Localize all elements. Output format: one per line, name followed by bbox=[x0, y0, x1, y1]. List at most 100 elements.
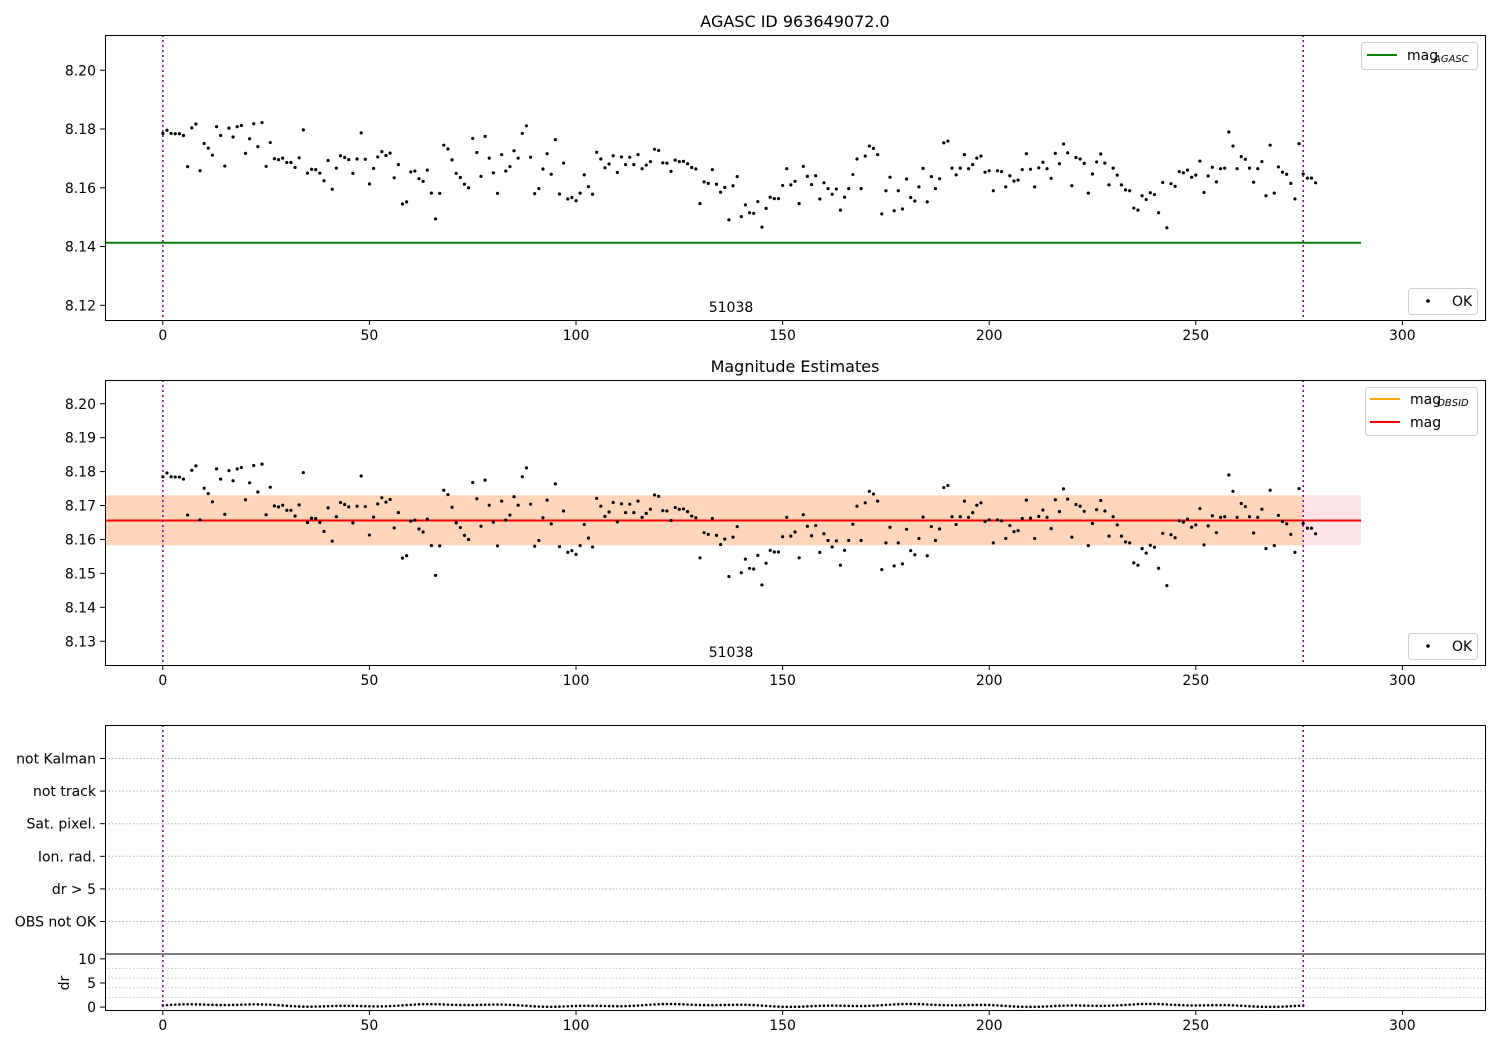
p3-dr-point-148 bbox=[773, 1005, 776, 1008]
p1-ok-point-200 bbox=[987, 169, 991, 173]
p1-ok-point-10 bbox=[202, 141, 206, 146]
p3-xtick-label-0: 0 bbox=[158, 1018, 167, 1034]
p3-dr-ytick-label-1: 5 bbox=[87, 976, 96, 992]
p2-ok-point-153 bbox=[793, 530, 797, 534]
p1-ok-point-135 bbox=[719, 190, 723, 194]
p3-dr-point-107 bbox=[603, 1004, 607, 1008]
p1-ok-point-272 bbox=[1285, 172, 1289, 176]
p1-ok-point-171 bbox=[867, 144, 871, 148]
p2-ok-point-229 bbox=[1107, 534, 1111, 538]
p3-dr-point-162 bbox=[830, 1004, 834, 1007]
p1-ok-point-119 bbox=[652, 147, 657, 151]
p3-dr-point-155 bbox=[801, 1005, 805, 1008]
p3-dr-point-69 bbox=[446, 1003, 450, 1006]
p2-ok-point-3 bbox=[173, 475, 177, 479]
p2-ok-point-128 bbox=[690, 514, 694, 518]
p3-dr-point-240 bbox=[1153, 1002, 1156, 1006]
p1-ok-point-96 bbox=[557, 192, 562, 196]
p1-ok-point-204 bbox=[1004, 185, 1008, 189]
p3-dr-point-9 bbox=[198, 1003, 202, 1006]
p2-ytick-label-6: 8.19 bbox=[65, 431, 96, 447]
p3-dr-point-76 bbox=[475, 1003, 479, 1007]
p2-ok-point-92 bbox=[541, 516, 545, 520]
p3-dr-point-118 bbox=[649, 1003, 652, 1007]
panel-1-obsid-annotation: 51038 bbox=[709, 300, 754, 316]
p2-ok-point-148 bbox=[772, 550, 776, 554]
p2-ok-point-236 bbox=[1136, 563, 1140, 567]
p3-dr-point-220 bbox=[1070, 1004, 1074, 1007]
p3-dr-point-246 bbox=[1177, 1003, 1181, 1007]
p3-dr-point-269 bbox=[1272, 1005, 1276, 1009]
p3-dr-point-156 bbox=[806, 1005, 809, 1008]
p2-ytick-label-0: 8.13 bbox=[65, 634, 96, 650]
p1-ok-point-29 bbox=[281, 156, 285, 160]
p3-dr-point-100 bbox=[574, 1004, 578, 1008]
p2-ok-point-235 bbox=[1132, 561, 1136, 565]
p1-ok-point-128 bbox=[690, 165, 694, 170]
p2-xtick-label-200: 200 bbox=[976, 673, 1003, 689]
p1-ok-point-121 bbox=[661, 161, 665, 165]
p2-ok-point-133 bbox=[710, 516, 714, 521]
p2-ytick-label-3: 8.16 bbox=[65, 532, 96, 548]
p1-ok-point-187 bbox=[933, 187, 938, 191]
p1-ok-point-258 bbox=[1227, 130, 1231, 134]
p1-ok-point-114 bbox=[632, 162, 636, 167]
p3-dr-point-234 bbox=[1128, 1003, 1131, 1006]
p2-ok-point-206 bbox=[1012, 530, 1016, 534]
p1-ok-point-104 bbox=[590, 192, 595, 196]
p2-ok-point-124 bbox=[673, 505, 677, 510]
p3-dr-point-203 bbox=[1000, 1004, 1003, 1007]
p2-ok-point-223 bbox=[1082, 509, 1086, 513]
p3-dr-point-128 bbox=[690, 1003, 694, 1006]
p2-ok-point-164 bbox=[838, 563, 843, 567]
p1-ok-point-269 bbox=[1272, 191, 1276, 195]
p3-dr-point-103 bbox=[587, 1004, 590, 1008]
p2-ok-point-191 bbox=[950, 515, 954, 519]
p2-ok-point-129 bbox=[694, 516, 698, 520]
p3-dr-point-204 bbox=[1004, 1004, 1008, 1008]
p1-ok-point-111 bbox=[619, 155, 624, 159]
p3-dr-point-151 bbox=[785, 1005, 789, 1009]
p3-dr-point-4 bbox=[178, 1003, 181, 1006]
p2-ok-point-176 bbox=[888, 525, 892, 529]
p2-ok-point-30 bbox=[285, 508, 289, 512]
p1-ok-point-229 bbox=[1107, 183, 1111, 187]
p2-ok-point-132 bbox=[706, 532, 710, 536]
p3-dr-point-54 bbox=[384, 1004, 388, 1008]
p2-ok-point-136 bbox=[723, 537, 727, 541]
p2-ok-point-135 bbox=[719, 542, 723, 547]
p3-dr-point-46 bbox=[351, 1004, 355, 1008]
p2-ok-point-66 bbox=[433, 573, 438, 578]
panel-2-title: Magnitude Estimates bbox=[711, 357, 880, 376]
p1-ok-point-38 bbox=[318, 171, 322, 175]
p2-ok-point-180 bbox=[904, 527, 909, 531]
p3-dr-point-205 bbox=[1008, 1004, 1012, 1008]
p2-ok-point-261 bbox=[1239, 501, 1243, 506]
p2-ok-point-144 bbox=[756, 553, 760, 558]
p1-ok-point-103 bbox=[586, 185, 591, 189]
p1-ok-point-182 bbox=[913, 199, 917, 203]
panel-2-ok-points bbox=[161, 462, 1318, 588]
p3-dr-point-19 bbox=[240, 1003, 243, 1006]
p2-ok-point-171 bbox=[867, 489, 871, 493]
p2-ok-point-192 bbox=[954, 522, 958, 527]
p2-ok-point-36 bbox=[309, 516, 314, 520]
p1-ok-point-244 bbox=[1169, 182, 1173, 186]
p2-ok-point-57 bbox=[396, 511, 400, 515]
p1-ok-point-265 bbox=[1256, 167, 1260, 171]
p2-ok-point-45 bbox=[347, 505, 351, 509]
p2-ok-point-6 bbox=[186, 513, 190, 517]
p1-ok-point-168 bbox=[855, 157, 859, 161]
p3-dr-point-75 bbox=[471, 1003, 475, 1007]
p1-ok-point-173 bbox=[876, 152, 880, 157]
p3-dr-point-7 bbox=[190, 1002, 194, 1006]
p3-dr-ytick-label-0: 0 bbox=[87, 1000, 96, 1016]
p3-dr-point-129 bbox=[694, 1003, 698, 1007]
p2-ok-point-16 bbox=[227, 468, 231, 473]
p2-ok-point-217 bbox=[1057, 510, 1062, 514]
p1-ok-point-180 bbox=[904, 177, 909, 181]
p3-dr-point-88 bbox=[525, 1004, 528, 1008]
p3-dr-point-157 bbox=[810, 1004, 813, 1008]
p3-dr-point-14 bbox=[219, 1003, 222, 1007]
